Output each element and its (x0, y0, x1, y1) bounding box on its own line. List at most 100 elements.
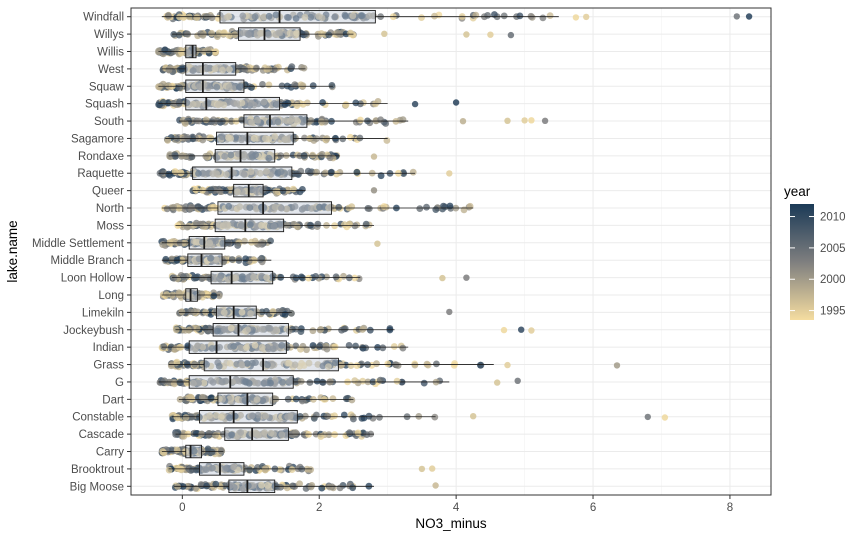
data-point (466, 202, 474, 210)
data-point (206, 275, 214, 283)
data-point (234, 188, 241, 196)
data-point (314, 220, 322, 228)
data-point (265, 154, 273, 162)
data-point (288, 63, 296, 70)
boxplot-box (185, 62, 237, 76)
data-point (252, 187, 260, 195)
y-tick-label: South (94, 116, 124, 128)
data-point (338, 326, 345, 334)
data-point (307, 483, 315, 491)
boxplot-box (243, 114, 308, 128)
boxplot-box (224, 427, 289, 441)
data-point (170, 274, 178, 282)
data-point (292, 170, 300, 178)
data-point (332, 273, 340, 281)
data-point (165, 170, 173, 178)
data-point (341, 221, 348, 229)
data-point (176, 84, 184, 92)
data-point (253, 116, 261, 124)
data-point (278, 431, 286, 439)
data-point (220, 29, 227, 37)
legend-colorbar (790, 204, 814, 320)
data-point (302, 116, 310, 124)
boxplot-box (188, 340, 287, 354)
data-point (221, 153, 229, 160)
boxplot (192, 183, 306, 198)
data-point (253, 430, 261, 438)
data-point (374, 98, 382, 105)
data-point (335, 203, 343, 211)
data-point (266, 325, 274, 332)
outlier-point (381, 30, 388, 37)
data-point (207, 255, 214, 262)
data-point (168, 255, 176, 263)
boxplot-box (185, 288, 198, 302)
data-point (373, 360, 380, 368)
boxplot-box (214, 149, 276, 163)
data-point (451, 360, 458, 367)
data-point (229, 219, 237, 227)
data-point (477, 361, 484, 369)
data-point (233, 100, 241, 107)
chart-marks (130, 7, 772, 496)
boxplot-box (217, 392, 274, 407)
data-point (411, 361, 419, 369)
data-point (239, 485, 247, 493)
data-point (491, 11, 498, 18)
data-point (260, 13, 268, 21)
data-point (297, 328, 305, 335)
data-point (328, 82, 336, 89)
data-point (220, 309, 228, 316)
data-point (291, 361, 299, 369)
boxplot-box (185, 444, 202, 459)
data-point (307, 117, 315, 124)
outlier-point (370, 153, 378, 160)
outlier-point (500, 326, 508, 334)
boxplot-box (185, 96, 280, 111)
y-tick-label: West (98, 64, 125, 76)
data-point (362, 220, 370, 228)
boxplot (161, 62, 306, 76)
data-point (331, 13, 339, 21)
data-point (278, 204, 285, 212)
data-point (165, 466, 173, 474)
data-point (292, 342, 300, 350)
data-point (309, 82, 317, 90)
x-axis-title: NO3_minus (415, 516, 487, 531)
data-point (175, 31, 183, 39)
data-point (329, 395, 337, 402)
y-tick-label: North (96, 203, 124, 215)
data-point (267, 237, 274, 245)
boxplot-box (187, 253, 223, 267)
data-point (238, 273, 246, 280)
data-point (313, 411, 320, 419)
data-point (265, 12, 273, 20)
data-point (248, 84, 255, 91)
data-point (351, 377, 359, 384)
data-point (282, 117, 290, 124)
y-tick-label: Big Moose (70, 481, 124, 493)
y-tick-label: Queer (92, 186, 124, 198)
data-point (307, 205, 315, 212)
data-point (227, 151, 235, 159)
data-point (173, 446, 181, 454)
data-point (237, 344, 245, 352)
data-point (209, 170, 217, 178)
legend-title: year (784, 184, 811, 199)
x-tick-label: 0 (179, 502, 185, 514)
data-point (249, 153, 256, 161)
data-point (226, 66, 233, 73)
data-point (500, 12, 508, 20)
boxplot (172, 410, 436, 424)
data-point (318, 484, 326, 492)
data-point (222, 377, 230, 385)
x-tick-label: 8 (727, 502, 733, 514)
data-point (264, 31, 272, 38)
data-point (318, 150, 326, 158)
data-point (215, 100, 223, 108)
data-point (258, 272, 265, 280)
data-point (203, 360, 210, 368)
data-point (212, 431, 219, 439)
outlier-point (418, 465, 426, 473)
y-tick-label: Squaw (89, 81, 125, 93)
